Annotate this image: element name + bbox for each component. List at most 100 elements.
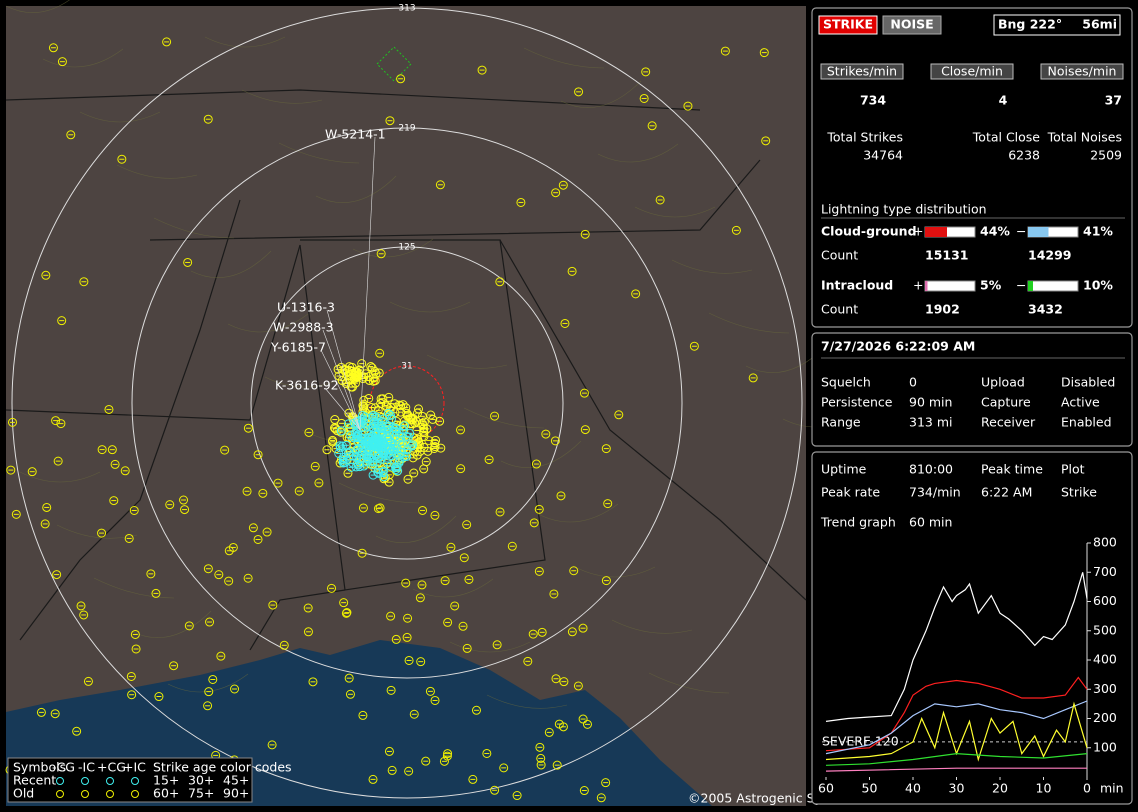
strike-symbol: [580, 425, 590, 435]
strike-symbol: [534, 504, 544, 514]
strike-symbol: [72, 726, 82, 736]
range-ring: [250, 246, 564, 560]
strike-symbol: [183, 257, 193, 267]
strike-symbol: [184, 621, 194, 631]
strike-symbol: [224, 576, 234, 586]
road: [389, 301, 471, 313]
road: [19, 471, 101, 483]
strike-symbol: [439, 756, 449, 766]
noise-button[interactable]: [882, 15, 942, 35]
strike-symbol: [516, 197, 526, 207]
strike-symbol: [492, 640, 502, 650]
legend-symbol: [81, 777, 89, 785]
state-border: [149, 159, 761, 241]
legend-type: +CG: [97, 760, 126, 775]
strike-symbol: [558, 180, 568, 190]
percent-label: 41%: [1083, 224, 1113, 239]
legend-symbol: [106, 777, 114, 785]
sign: +: [913, 224, 923, 239]
strike-symbol: [258, 488, 268, 498]
road: [56, 524, 138, 539]
strike-symbol: [580, 229, 590, 239]
strike-symbol: [404, 766, 414, 776]
strike-button[interactable]: [818, 15, 878, 35]
strike-symbol: [179, 495, 189, 505]
strike-symbol: [428, 414, 438, 424]
legend-symbol: [106, 790, 114, 798]
y-tick-label: 800: [1093, 535, 1117, 550]
strike-symbol: [582, 719, 592, 729]
strike-symbol: [360, 412, 370, 422]
strike-symbol: [556, 491, 566, 501]
strike-symbol: [392, 444, 402, 454]
rate-value: 37: [1105, 93, 1122, 108]
strike-symbol: [368, 470, 378, 480]
strike-symbol: [352, 432, 362, 442]
distribution-title: Lightning type distribution: [821, 202, 987, 217]
strike-symbol: [596, 793, 606, 803]
strike-symbol: [242, 486, 252, 496]
strike-symbol: [495, 507, 505, 517]
strike-symbol: [573, 681, 583, 691]
sign: −: [1016, 278, 1026, 293]
strike-symbol: [339, 598, 349, 608]
legend-symbol: [131, 790, 139, 798]
stat-cell: Uptime: [821, 462, 867, 477]
road: [375, 515, 457, 543]
rate-value: 4: [999, 93, 1008, 108]
stat-cell: 810:00: [909, 462, 953, 477]
strike-symbol: [303, 627, 313, 637]
strike-symbol: [396, 74, 406, 84]
strike-symbol: [79, 610, 89, 620]
strike-symbol: [386, 611, 396, 621]
strike-symbol: [57, 316, 67, 326]
strike-symbol: [549, 589, 559, 599]
strike-symbol: [357, 548, 367, 558]
strike-symbol: [303, 603, 313, 613]
trend-line: [825, 767, 1087, 772]
strike-symbol: [403, 613, 413, 623]
strike-symbol: [415, 593, 425, 603]
percent-label: 5%: [980, 278, 1002, 293]
legend-row: Recent: [13, 773, 56, 788]
strike-symbol: [535, 742, 545, 752]
x-tick-label: 50: [862, 781, 878, 796]
strike-symbol: [495, 277, 505, 287]
y-tick-label: 700: [1093, 564, 1117, 579]
road: [352, 238, 434, 258]
total-value: 2509: [1090, 148, 1122, 163]
strike-symbol: [435, 416, 445, 426]
strike-button-label[interactable]: STRIKE: [823, 17, 873, 32]
strike-symbol: [308, 677, 318, 687]
strike-symbol: [337, 441, 347, 451]
strike-symbol: [482, 748, 492, 758]
strike-symbol: [11, 509, 21, 519]
noise-button-label[interactable]: NOISE: [890, 17, 933, 32]
strike-symbol: [57, 57, 67, 67]
strike-symbol: [464, 574, 474, 584]
storm-label: K-3616-92: [275, 378, 339, 393]
strike-symbol: [391, 424, 401, 434]
strike-symbol: [359, 395, 369, 405]
strike-symbol: [97, 445, 107, 455]
strike-symbol: [720, 46, 730, 56]
legend-age: 45+: [223, 773, 249, 788]
total-label: Total Noises: [1047, 130, 1122, 145]
setting-cell: 90 min: [909, 395, 952, 410]
strike-symbol: [203, 701, 213, 711]
strike-symbol: [531, 459, 541, 469]
strike-symbol: [344, 673, 354, 683]
strike-symbol: [107, 445, 117, 455]
strike-symbol: [569, 566, 579, 576]
strike-symbol: [342, 377, 352, 387]
strike-symbol: [42, 502, 52, 512]
strike-symbol: [344, 447, 354, 457]
strike-symbol: [165, 500, 175, 510]
road: [190, 250, 272, 278]
road: [597, 143, 679, 163]
trend-panel: [811, 451, 1133, 805]
legend-symbol: [81, 790, 89, 798]
strike-symbol: [683, 101, 693, 111]
storm-label: W-5214-1: [325, 127, 386, 142]
legend-title: Symbols: [13, 760, 66, 775]
